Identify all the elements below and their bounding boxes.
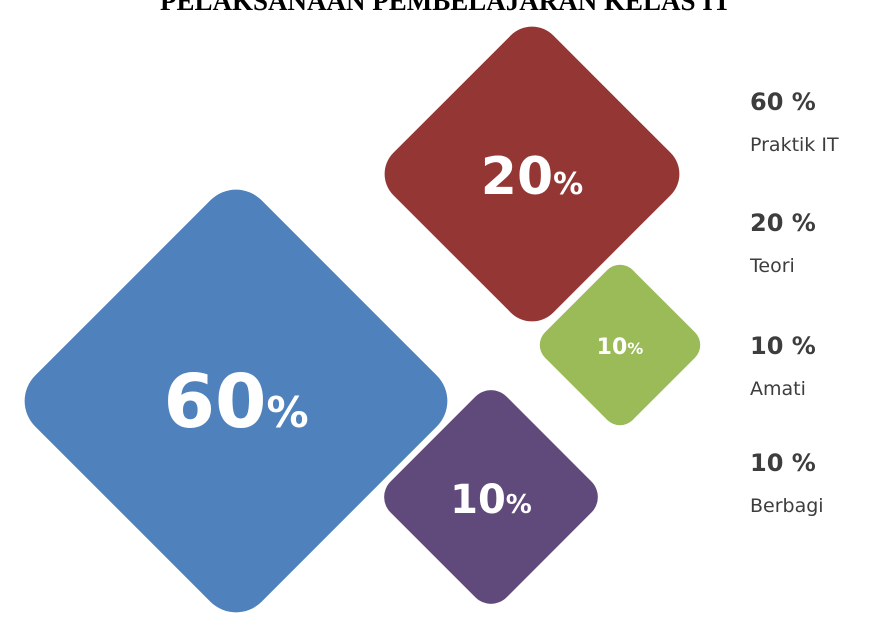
diamond-value-label: 20% (481, 147, 583, 207)
diamond-shape (539, 264, 701, 426)
diamond-segment: 60% (24, 189, 448, 613)
legend-value: 60 % (750, 88, 816, 116)
legend-item: 60 % Praktik IT (750, 88, 839, 156)
diamond-value-unit: % (266, 388, 308, 437)
legend-value: 10 % (750, 332, 816, 360)
diamond-value-unit: % (553, 167, 583, 202)
diamond-value-number: 60 (163, 359, 266, 445)
legend-item: 10 % Amati (750, 332, 816, 400)
diamond-segment: 10% (384, 390, 598, 604)
legend-label: Berbagi (750, 495, 824, 517)
legend-item: 20 % Teori (750, 209, 816, 277)
diamond-value-label: 10% (597, 335, 644, 360)
legend-label: Amati (750, 378, 806, 400)
diamond-shape (384, 390, 598, 604)
legend-value: 10 % (750, 449, 816, 477)
diamond-shape (24, 189, 448, 613)
diamond-value-number: 10 (450, 477, 506, 523)
chart-title: PELAKSANAAN PEMBELAJARAN KELAS IT (160, 0, 731, 16)
legend-item: 10 % Berbagi (750, 449, 824, 517)
legend-label: Praktik IT (750, 134, 839, 156)
legend-value: 20 % (750, 209, 816, 237)
diamond-segment: 20% (384, 26, 680, 322)
diamond-value-unit: % (627, 339, 643, 358)
diamond-shape (384, 26, 680, 322)
diamond-segment: 10% (539, 264, 701, 426)
legend-label: Teori (750, 255, 795, 277)
diamond-value-number: 20 (481, 147, 553, 207)
diamond-value-number: 10 (597, 335, 628, 360)
diamond-value-label: 60% (163, 359, 308, 445)
diamond-value-label: 10% (450, 477, 532, 523)
diamond-value-unit: % (506, 490, 532, 520)
